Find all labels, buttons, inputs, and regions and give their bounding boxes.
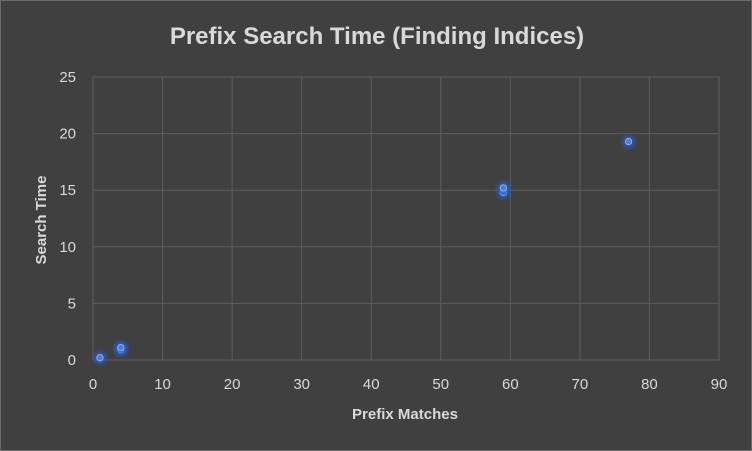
grid-lines [92, 76, 720, 361]
data-point-marker [499, 184, 507, 192]
x-tick-label: 30 [293, 376, 310, 393]
data-point-marker [117, 343, 125, 352]
y-tick-label: 10 [59, 239, 76, 256]
y-tick-label: 20 [59, 126, 76, 143]
x-tick-label: 50 [432, 376, 449, 393]
data-point [619, 132, 638, 151]
x-tick-labels: 0 10 20 30 40 50 60 70 80 90 [89, 376, 728, 393]
data-point [494, 178, 513, 197]
data-point-marker [624, 137, 633, 146]
data-points [90, 132, 638, 367]
y-tick-label: 25 [59, 69, 76, 86]
x-tick-label: 60 [502, 376, 519, 393]
x-tick-label: 90 [711, 376, 728, 393]
y-tick-label: 15 [59, 182, 76, 199]
x-tick-label: 0 [89, 376, 97, 393]
data-point [111, 338, 130, 357]
x-tick-label: 80 [641, 376, 658, 393]
y-tick-labels: 0 5 10 15 20 25 [59, 69, 76, 369]
y-axis-title: Search Time [33, 176, 50, 265]
x-tick-label: 40 [363, 376, 380, 393]
x-tick-label: 70 [572, 376, 589, 393]
data-point-marker [96, 354, 104, 362]
x-axis-title: Prefix Matches [352, 406, 458, 423]
y-tick-label: 5 [68, 295, 76, 312]
x-tick-label: 10 [154, 376, 171, 393]
y-tick-label: 0 [68, 352, 76, 369]
x-tick-label: 20 [224, 376, 241, 393]
data-point [90, 348, 109, 367]
chart-title: Prefix Search Time (Finding Indices) [170, 23, 584, 50]
